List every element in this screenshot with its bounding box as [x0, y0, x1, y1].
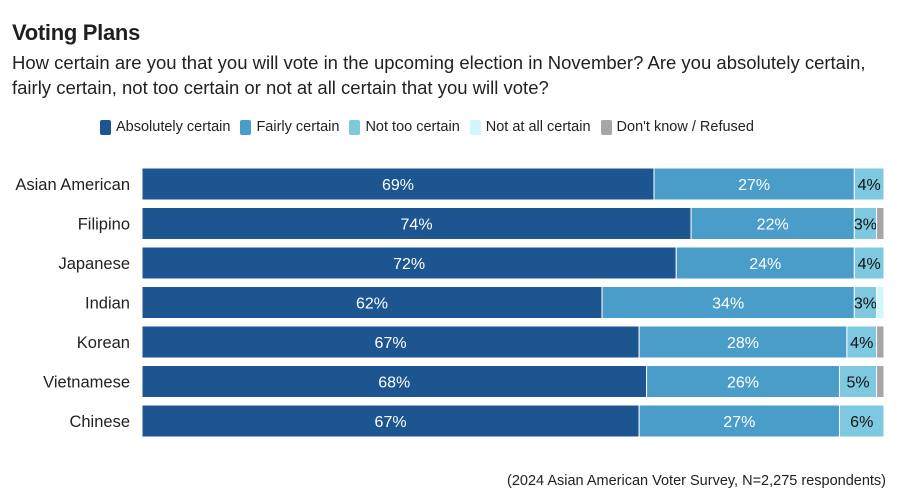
data-label-indian-not-too-certain: 3%	[854, 296, 877, 313]
category-label-japanese: Japanese	[58, 255, 130, 273]
category-label-vietnamese: Vietnamese	[43, 374, 130, 392]
data-label-indian-absolutely-certain: 62%	[356, 296, 388, 313]
category-label-chinese: Chinese	[69, 413, 130, 431]
data-label-japanese-not-too-certain: 4%	[858, 256, 881, 273]
legend-swatch	[349, 119, 361, 135]
data-label-korean-fairly-certain: 28%	[727, 335, 759, 352]
legend-item-fairly-certain: Fairly certain	[240, 119, 339, 135]
bar-asian-american-absolutely-certain	[141, 167, 655, 201]
bar-filipino-absolutely-certain	[141, 207, 692, 240]
legend-label: Not too certain	[365, 119, 460, 135]
bar-vietnamese-don-t-know-refused	[876, 365, 885, 398]
legend-label: Absolutely certain	[116, 119, 231, 135]
bar-japanese-fairly-certain	[675, 246, 855, 280]
data-label-chinese-absolutely-certain: 67%	[375, 414, 407, 431]
bar-filipino-fairly-certain	[690, 207, 855, 240]
legend-swatch	[240, 119, 252, 135]
data-label-asian-american-absolutely-certain: 69%	[382, 177, 414, 194]
bar-vietnamese-absolutely-certain	[141, 365, 648, 398]
bar-chinese-fairly-certain	[638, 404, 840, 438]
legend-swatch	[469, 119, 481, 135]
category-label-indian: Indian	[85, 295, 130, 313]
legend-swatch	[600, 119, 612, 135]
legend-swatch	[100, 119, 111, 135]
bar-vietnamese-fairly-certain	[646, 365, 840, 398]
data-label-korean-not-too-certain: 4%	[850, 335, 873, 352]
bar-korean-fairly-certain	[638, 325, 848, 359]
bar-filipino-don-t-know-refused	[876, 207, 885, 240]
legend-item-absolutely-certain: Absolutely certain	[100, 119, 230, 135]
bar-asian-american-fairly-certain	[653, 167, 855, 201]
data-label-vietnamese-absolutely-certain: 68%	[378, 375, 410, 392]
data-label-filipino-not-too-certain: 3%	[854, 217, 877, 234]
bar-vietnamese-not-too-certain	[838, 365, 878, 398]
data-label-korean-absolutely-certain: 67%	[375, 335, 407, 352]
category-label-filipino: Filipino	[78, 216, 130, 234]
data-label-asian-american-fairly-certain: 27%	[738, 177, 770, 194]
data-label-chinese-not-too-certain: 6%	[850, 414, 873, 431]
data-label-vietnamese-not-too-certain: 5%	[846, 375, 869, 392]
legend-label: Fairly certain	[256, 119, 340, 135]
bar-asian-american-not-too-certain	[853, 167, 885, 201]
bar-japanese-not-too-certain	[853, 246, 885, 280]
bar-korean-don-t-know-refused	[876, 325, 885, 359]
legend-label: Not at all certain	[485, 119, 591, 135]
source-note: (2024 Asian American Voter Survey, N=2,2…	[507, 473, 886, 489]
bar-chinese-absolutely-certain	[141, 404, 640, 438]
data-label-asian-american-not-too-certain: 4%	[858, 177, 881, 194]
legend-item-not-too-certain: Not too certain	[349, 119, 460, 135]
legend-label: Don't know / Refused	[616, 119, 754, 135]
bar-indian-not-at-all-certain	[876, 286, 885, 319]
data-label-indian-fairly-certain: 34%	[712, 296, 744, 313]
legend-item-not-at-all-certain: Not at all certain	[469, 119, 591, 135]
category-label-korean: Korean	[77, 334, 130, 352]
bar-korean-absolutely-certain	[141, 325, 640, 359]
legend-item-dont-know-refused: Don't know / Refused	[600, 119, 754, 135]
chart-title: Voting Plans	[12, 20, 141, 45]
data-label-filipino-fairly-certain: 22%	[757, 217, 789, 234]
chart-subtitle: How certain are you that you will vote i…	[12, 52, 866, 98]
bar-chinese-not-too-certain	[838, 404, 885, 438]
bar-japanese-absolutely-certain	[141, 246, 677, 280]
data-label-vietnamese-fairly-certain: 26%	[727, 375, 759, 392]
bar-indian-absolutely-certain	[141, 286, 603, 319]
bar-indian-fairly-certain	[601, 286, 855, 319]
data-label-chinese-fairly-certain: 27%	[723, 414, 755, 431]
legend: Absolutely certain Fairly certain Not to…	[100, 119, 764, 135]
data-label-japanese-absolutely-certain: 72%	[393, 256, 425, 273]
data-label-filipino-absolutely-certain: 74%	[401, 217, 433, 234]
category-label-asian-american: Asian American	[15, 176, 130, 194]
data-label-japanese-fairly-certain: 24%	[749, 256, 781, 273]
